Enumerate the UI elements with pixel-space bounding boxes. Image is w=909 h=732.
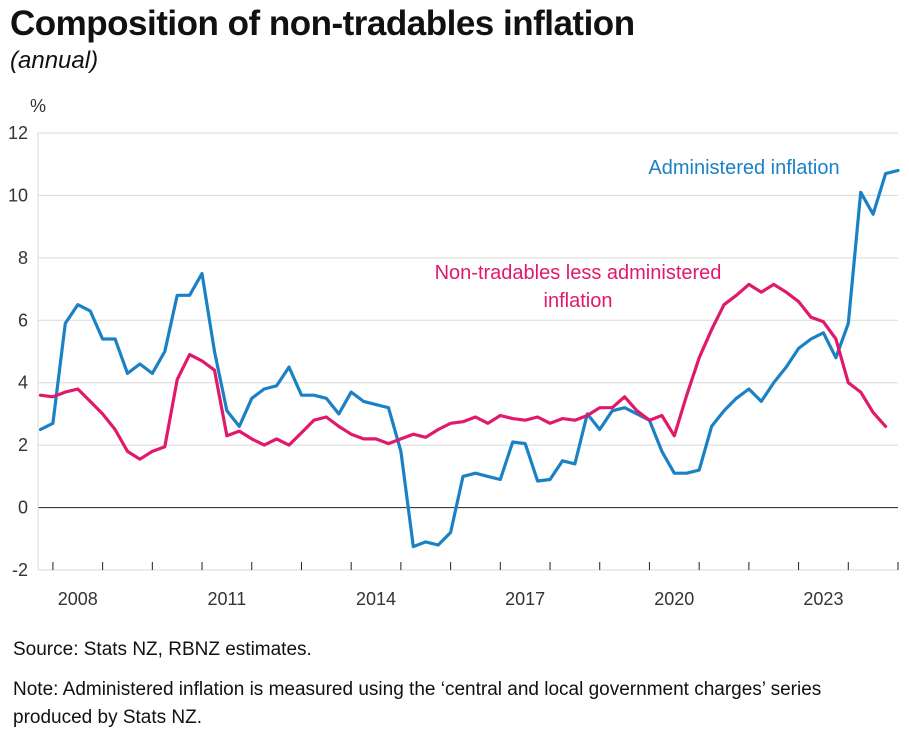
series-labels: Administered inflation Non-tradables less…	[435, 157, 840, 312]
series-label-line: Administered inflation	[648, 157, 839, 179]
y-tick-label: 6	[18, 310, 28, 330]
series-label-line: inflation	[544, 290, 613, 312]
methodology-note: Note: Administered inflation is measured…	[13, 679, 822, 728]
source-note: Source: Stats NZ, RBNZ estimates.	[13, 639, 312, 660]
x-tick-label: 2020	[654, 589, 694, 609]
y-axis-unit-label: %	[30, 96, 46, 116]
x-tick-label: 2023	[803, 589, 843, 609]
x-tick-label: 2014	[356, 589, 396, 609]
chart-subtitle: (annual)	[10, 47, 99, 74]
y-tick-label: 2	[18, 435, 28, 455]
administered-inflation-label: Administered inflation	[648, 157, 839, 179]
series-label-line: Non-tradables less administered	[435, 262, 722, 284]
chart-title: Composition of non-tradables inflation	[10, 4, 635, 43]
series-lines	[38, 168, 900, 549]
non-tradables-less-administered-label: Non-tradables less administered inflation	[435, 262, 722, 312]
gridlines	[37, 132, 898, 571]
y-tick-label: -2	[12, 560, 28, 580]
x-tick-label: 2017	[505, 589, 545, 609]
y-tick-label: 10	[8, 185, 28, 205]
x-tick-label: 2008	[58, 589, 98, 609]
y-tick-label: 0	[18, 498, 28, 518]
y-tick-label: 8	[18, 248, 28, 268]
line-chart: % -2 0 2 4 6 8 10 12 2008 2011 2014 2017 2020 2023 Adm…	[8, 96, 900, 609]
y-tick-label: 4	[18, 373, 28, 393]
y-tick-label: 12	[8, 123, 28, 143]
administered-inflation-line	[38, 168, 900, 549]
axes: % -2 0 2 4 6 8 10 12 2008 2011 2014 2017 2020 2023	[8, 96, 899, 609]
non-tradables-less-administered-line	[38, 282, 888, 461]
x-tick-label: 2011	[208, 589, 247, 609]
